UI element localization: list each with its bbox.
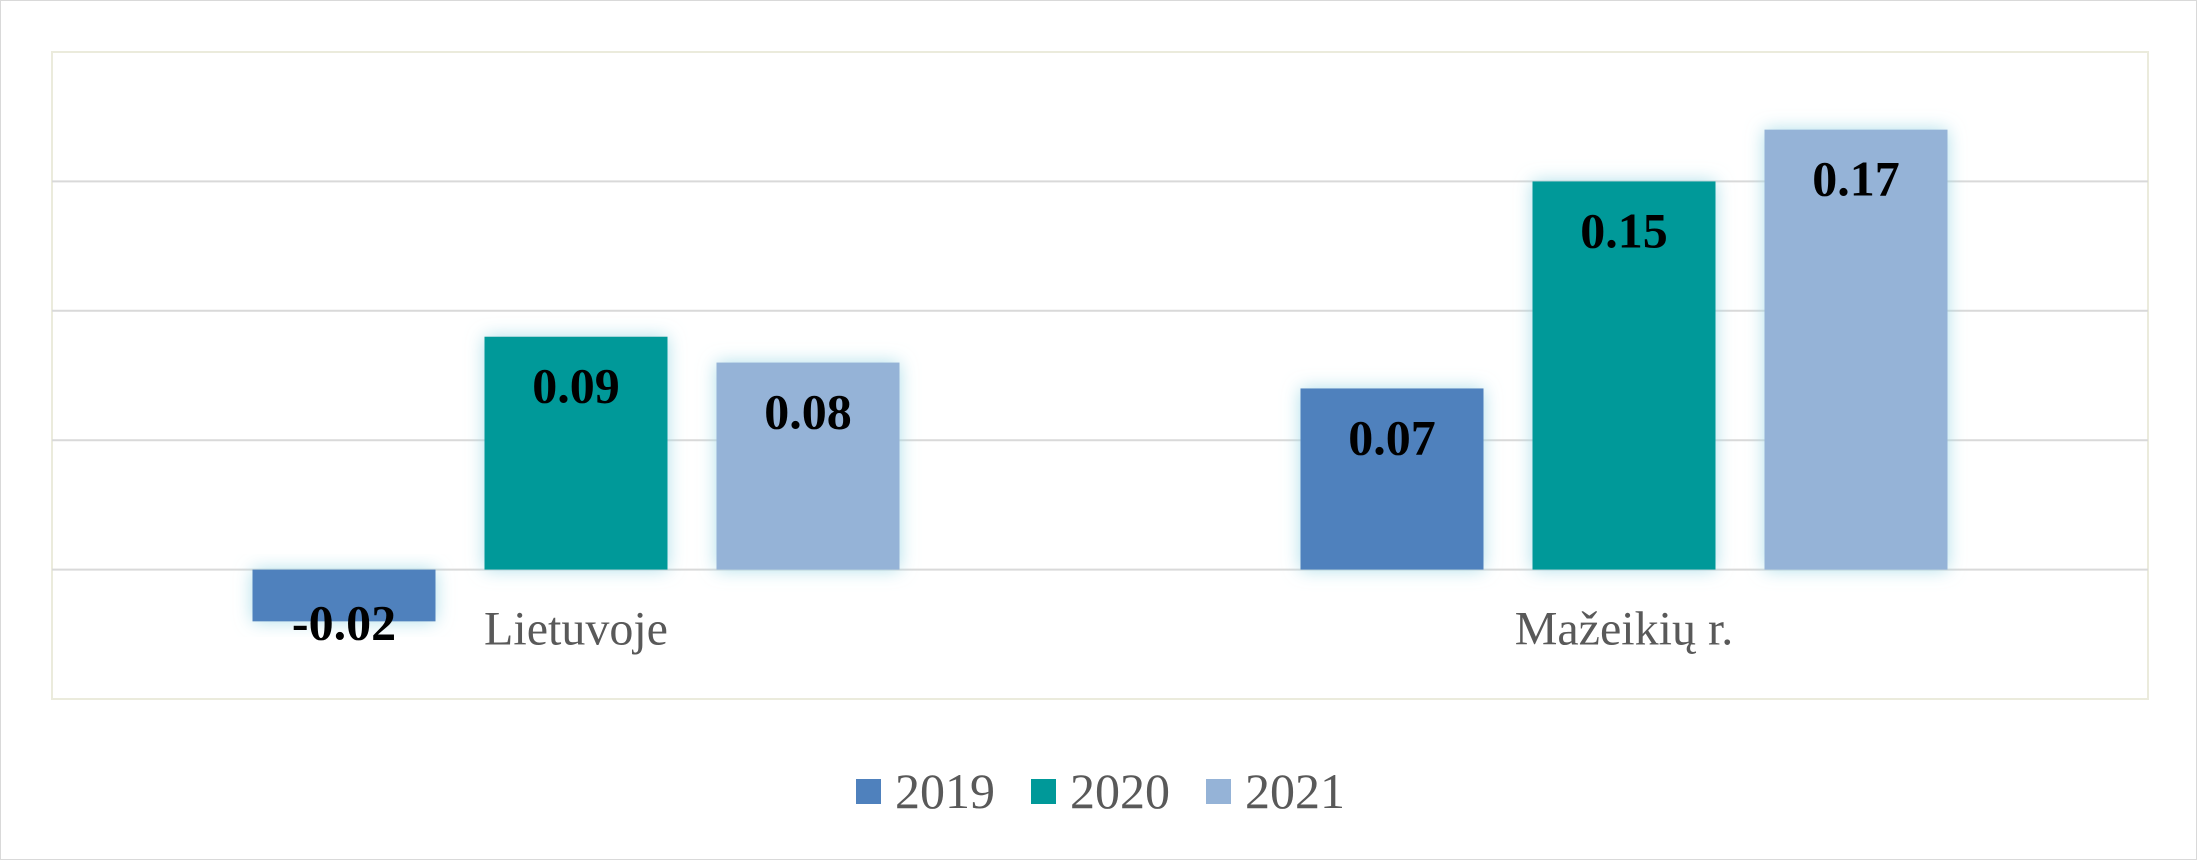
data-label: 0.07: [1348, 409, 1436, 465]
data-label: 0.08: [764, 384, 852, 440]
data-label: 0.17: [1812, 151, 1900, 207]
category-label: Lietuvoje: [484, 603, 668, 656]
legend-item: 2019: [856, 762, 995, 820]
legend: 2019 2020 2021: [1, 761, 2199, 821]
bar-2021-0: [716, 362, 900, 570]
bars: [252, 129, 1948, 622]
data-label: 0.09: [532, 358, 620, 414]
legend-label: 2020: [1070, 763, 1170, 819]
bar-2019-1: [1300, 388, 1484, 570]
labels: -0.02 0.09 0.08 Lietuvoje 0.07 0.15 0.17 Mažeik…: [292, 151, 1900, 656]
bar-2019-0: [252, 569, 436, 622]
legend-item: 2020: [1031, 762, 1170, 820]
plot-area: [51, 51, 2149, 700]
bar-2021-1: [1764, 129, 1948, 570]
data-label: 0.15: [1580, 202, 1668, 258]
bar-2020-0: [484, 336, 668, 570]
data-label: -0.02: [292, 594, 396, 650]
legend-swatch: [1031, 778, 1056, 804]
legend-label: 2019: [895, 763, 995, 819]
legend-swatch: [1206, 778, 1231, 804]
category-label: Mažeikių r.: [1515, 603, 1734, 656]
legend-label: 2021: [1245, 763, 1345, 819]
legend-item: 2021: [1206, 762, 1345, 820]
bar-2020-1: [1532, 181, 1716, 570]
legend-swatch: [856, 778, 881, 804]
